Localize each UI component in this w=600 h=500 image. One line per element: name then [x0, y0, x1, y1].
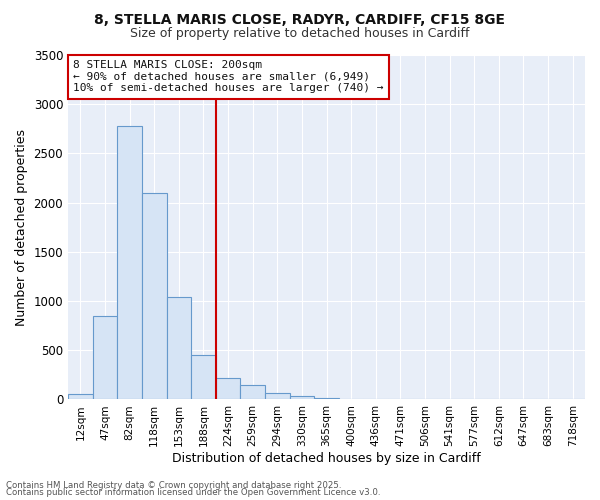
Bar — [191, 355, 216, 400]
Text: Contains public sector information licensed under the Open Government Licence v3: Contains public sector information licen… — [6, 488, 380, 497]
Text: Size of property relative to detached houses in Cardiff: Size of property relative to detached ho… — [130, 28, 470, 40]
Bar — [241, 385, 265, 400]
Y-axis label: Number of detached properties: Number of detached properties — [15, 128, 28, 326]
Bar — [167, 297, 191, 400]
Bar — [68, 394, 92, 400]
X-axis label: Distribution of detached houses by size in Cardiff: Distribution of detached houses by size … — [172, 452, 481, 465]
Bar — [290, 396, 314, 400]
Bar — [265, 392, 290, 400]
Text: 8 STELLA MARIS CLOSE: 200sqm
← 90% of detached houses are smaller (6,949)
10% of: 8 STELLA MARIS CLOSE: 200sqm ← 90% of de… — [73, 60, 384, 94]
Text: Contains HM Land Registry data © Crown copyright and database right 2025.: Contains HM Land Registry data © Crown c… — [6, 480, 341, 490]
Bar — [314, 398, 339, 400]
Text: 8, STELLA MARIS CLOSE, RADYR, CARDIFF, CF15 8GE: 8, STELLA MARIS CLOSE, RADYR, CARDIFF, C… — [95, 12, 505, 26]
Bar — [339, 398, 364, 400]
Bar — [92, 316, 117, 400]
Bar — [117, 126, 142, 400]
Bar — [142, 193, 167, 400]
Bar — [216, 378, 241, 400]
